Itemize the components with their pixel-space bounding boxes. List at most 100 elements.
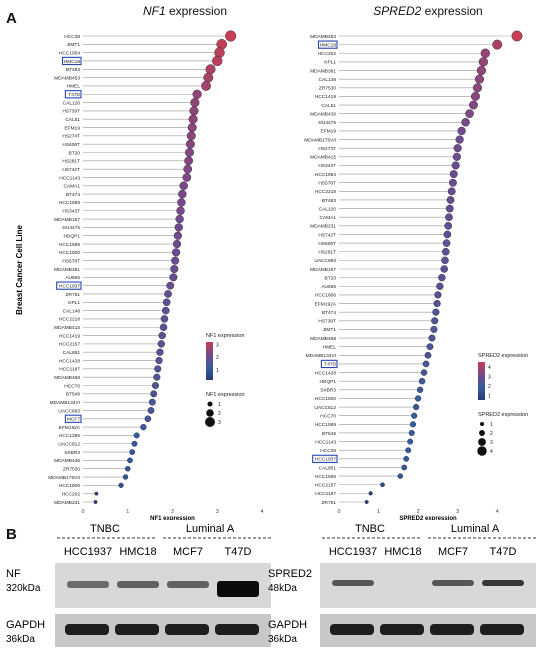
nf1-expression-chart: 0 1 2 3 4 NF1 expression HCC38 JIMT1 HCC1954 HMC1… xyxy=(48,30,264,520)
data-point xyxy=(472,83,482,93)
cell-line-label: CAMA1 xyxy=(63,184,80,190)
cell-line-label: ZR751 xyxy=(322,500,337,506)
cell-line-label: HCC1500 xyxy=(59,250,80,256)
data-point xyxy=(150,390,158,398)
cell-line-label: HCC1599 xyxy=(315,422,336,428)
data-point xyxy=(451,161,460,170)
data-point xyxy=(184,156,193,166)
cell-line-label: T47D xyxy=(68,92,80,98)
cell-line-label: HCC1395 xyxy=(59,433,80,439)
spred2-chart-title: SPRED2 expression xyxy=(373,4,483,18)
data-point xyxy=(471,91,480,101)
cell-line-label: MDAMB415 xyxy=(54,325,80,331)
data-point xyxy=(127,457,133,464)
cell-line-label: MDAMB453 xyxy=(54,75,80,81)
highlight-box xyxy=(61,56,82,66)
loading-size-label: 36kDa xyxy=(268,634,297,645)
lane-label: HMC18 xyxy=(384,546,421,558)
data-point xyxy=(151,382,159,390)
cell-line-label: CAL851 xyxy=(63,350,81,356)
size-legend-label: 2 xyxy=(490,431,493,437)
cell-line-label: HCC1937 xyxy=(315,457,336,463)
data-point xyxy=(413,403,420,411)
data-point xyxy=(492,39,503,50)
data-point xyxy=(186,131,196,141)
cell-line-label: MDAMB468 xyxy=(54,375,80,381)
nf1-chart-title: NF1 expression xyxy=(142,4,228,18)
data-point xyxy=(443,230,452,239)
cell-line-label: KPL1 xyxy=(68,300,80,306)
cell-line-label: HS578T xyxy=(318,181,336,187)
data-point xyxy=(177,198,186,207)
size-legend-dot xyxy=(479,421,485,427)
size-legend-label: 4 xyxy=(490,449,493,455)
data-point xyxy=(432,308,440,316)
x-tick-label: 0 xyxy=(337,509,340,515)
highlight-box xyxy=(320,359,338,369)
lane-label: MCF7 xyxy=(438,546,468,558)
cell-line-label: HMEL xyxy=(323,344,337,350)
cell-line-label: HCC1419 xyxy=(315,94,336,100)
data-point xyxy=(159,323,168,331)
gapdh-band xyxy=(380,624,424,635)
data-point xyxy=(173,231,182,240)
cell-line-label: HCC1569 xyxy=(315,474,336,480)
cell-line-label: EFM19 xyxy=(65,125,81,131)
cell-line-label: HS281T xyxy=(318,250,336,256)
data-point xyxy=(465,109,474,118)
data-point xyxy=(457,126,466,136)
data-point xyxy=(446,196,455,204)
data-point xyxy=(174,223,183,232)
cell-line-label: HS739T xyxy=(62,109,80,115)
size-legend-label: 3 xyxy=(218,420,221,426)
data-point xyxy=(140,423,147,431)
cell-line-label: ZR751 xyxy=(66,292,81,298)
data-point xyxy=(430,325,438,333)
cell-line-label: HCC1143 xyxy=(59,175,80,181)
cell-line-label: BT474 xyxy=(322,310,336,316)
data-point xyxy=(178,189,187,199)
lane-label: T47D xyxy=(490,546,517,558)
data-point xyxy=(172,248,181,257)
cell-line-label: CAL148 xyxy=(319,77,337,83)
data-point xyxy=(428,334,436,342)
data-point xyxy=(170,264,179,274)
cell-line-label: SKBR3 xyxy=(64,450,80,456)
data-point xyxy=(449,170,458,179)
data-point xyxy=(94,491,99,496)
cell-line-label: HCC1937 xyxy=(59,283,80,289)
protein-band xyxy=(332,580,374,586)
cell-line-label: HCC1954 xyxy=(315,172,336,178)
cell-line-label: HCC1419 xyxy=(59,333,80,339)
data-point xyxy=(469,100,478,110)
cell-line-label: HCC1500 xyxy=(315,396,336,402)
cell-line-label: MDAMB436 xyxy=(310,111,336,117)
cell-line-label: BT20 xyxy=(325,275,337,281)
data-point xyxy=(411,412,418,419)
x-tick-label: 3 xyxy=(216,509,219,515)
data-point xyxy=(440,265,448,273)
data-point xyxy=(368,491,373,496)
loading-label: GAPDH xyxy=(6,619,45,631)
cell-line-label: HCC1428 xyxy=(315,370,336,376)
cell-line-label: UACC812 xyxy=(314,405,336,411)
cell-line-label: MDAMB415 xyxy=(310,155,336,161)
data-point xyxy=(158,331,166,340)
data-point xyxy=(118,482,124,488)
cell-line-label: ZR7530 xyxy=(319,86,336,92)
protein-band xyxy=(167,581,209,588)
cell-line-label: HS281T xyxy=(62,159,80,165)
x-axis-label: NF1 expression xyxy=(150,516,195,520)
x-tick-label: 4 xyxy=(496,509,499,515)
cell-line-label: HCC1187 xyxy=(59,367,80,373)
gapdh-band xyxy=(115,624,159,635)
cell-line-label: CAL148 xyxy=(63,308,81,314)
cell-line-label: MDAMB134VI xyxy=(306,353,336,359)
data-point xyxy=(183,164,193,174)
cell-line-label: HCC2157 xyxy=(59,342,80,348)
data-point xyxy=(433,299,441,308)
size-legend-dot xyxy=(477,446,487,456)
data-point xyxy=(122,474,129,480)
color-legend-tick: 2 xyxy=(216,355,219,361)
data-point xyxy=(405,447,412,454)
